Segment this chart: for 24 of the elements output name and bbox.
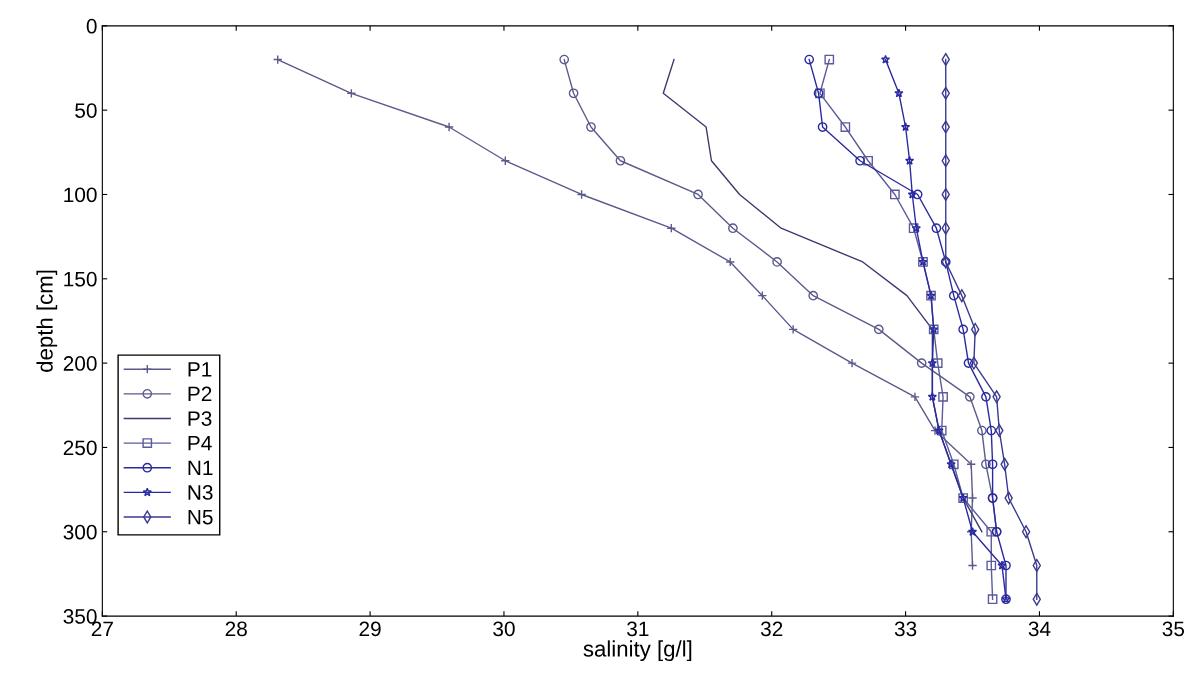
x-tick-label: 34 xyxy=(1028,621,1051,637)
x-tick-label: 29 xyxy=(359,621,381,637)
legend-label: N3 xyxy=(188,485,213,500)
legend-label: P4 xyxy=(188,436,212,451)
x-tick-label: 31 xyxy=(627,621,649,637)
y-tick-label: 100 xyxy=(64,187,97,203)
x-tick-label: 32 xyxy=(760,621,783,637)
legend-label: N1 xyxy=(188,460,213,475)
x-tick-label: 35 xyxy=(1162,621,1185,637)
y-tick-label: 300 xyxy=(63,524,97,540)
legend-label: P1 xyxy=(188,362,212,377)
x-tick-label: 30 xyxy=(493,621,515,637)
y-tick-label: 250 xyxy=(63,440,97,456)
y-tick-label: 200 xyxy=(63,356,97,371)
legend-label: P3 xyxy=(188,411,212,426)
legend-label: P2 xyxy=(188,386,212,402)
x-axis-title: salinity [g/l] xyxy=(583,640,692,662)
x-tick-label: 28 xyxy=(225,621,247,637)
y-tick-label: 150 xyxy=(64,271,97,287)
y-tick-label: 0 xyxy=(86,18,97,34)
y-tick-label: 50 xyxy=(75,103,97,118)
x-tick-label: 33 xyxy=(894,621,917,637)
y-axis-title: depth [cm] xyxy=(36,270,58,372)
legend-label: N5 xyxy=(188,509,213,525)
